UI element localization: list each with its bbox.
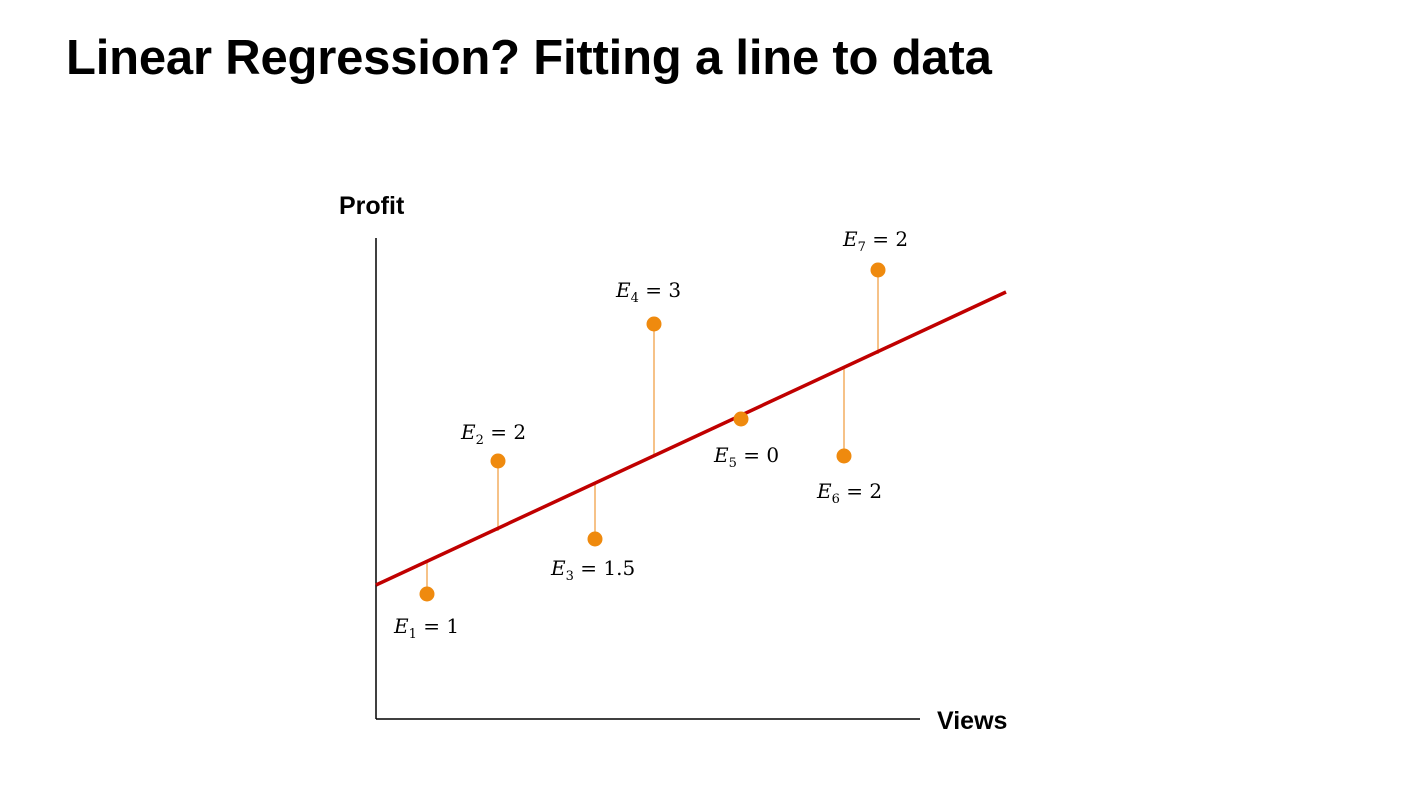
error-label-3: E3 = 1.5 xyxy=(550,556,635,584)
fit-line xyxy=(375,290,1007,587)
x-axis-label: Views xyxy=(937,707,1007,735)
residual-lines xyxy=(426,270,879,594)
error-label-1: E1 = 1 xyxy=(393,614,459,642)
data-point-2 xyxy=(490,453,506,469)
slide-title: Linear Regression? Fitting a line to dat… xyxy=(66,31,992,85)
data-points xyxy=(419,262,886,602)
data-point-4 xyxy=(646,316,662,332)
data-point-3 xyxy=(587,531,603,547)
error-label-2: E2 = 2 xyxy=(460,420,526,448)
error-label-5: E5 = 0 xyxy=(713,443,779,471)
y-axis-label: Profit xyxy=(339,192,405,220)
error-label-6: E6 = 2 xyxy=(816,479,882,507)
data-point-7 xyxy=(870,262,886,278)
error-label-4: E4 = 3 xyxy=(615,278,681,306)
error-label-7: E7 = 2 xyxy=(842,227,908,255)
data-point-6 xyxy=(836,448,852,464)
data-point-1 xyxy=(419,586,435,602)
data-point-5 xyxy=(733,411,749,427)
